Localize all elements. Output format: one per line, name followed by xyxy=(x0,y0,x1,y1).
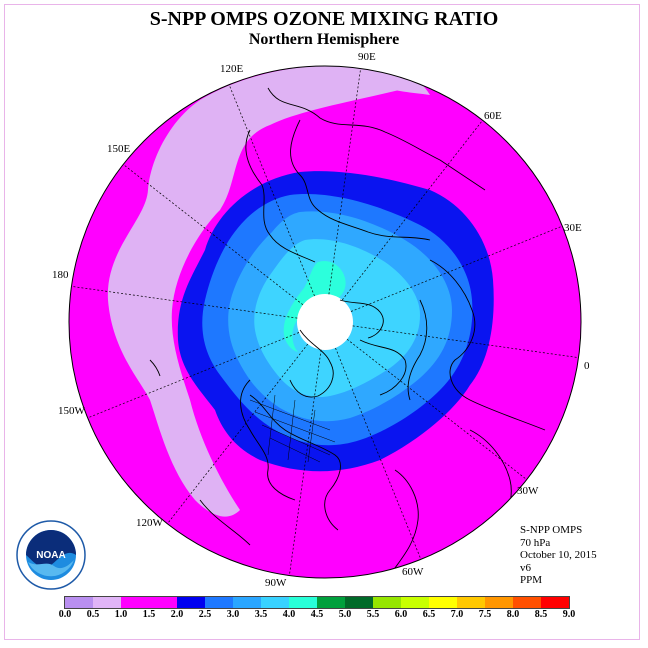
colorbar-swatch xyxy=(373,597,401,608)
lon-label-150w: 150W xyxy=(58,405,85,417)
meridian-line xyxy=(341,120,483,301)
colorbar-swatch xyxy=(65,597,93,608)
noaa-logo-text: NOAA xyxy=(36,550,65,561)
colorbar-swatch xyxy=(513,597,541,608)
polar-void xyxy=(297,294,353,350)
map-title: S-NPP OMPS OZONE MIXING RATIO xyxy=(149,8,499,30)
colorbar-swatch xyxy=(121,597,149,608)
colorbar-tick-label: 1.0 xyxy=(114,609,128,620)
colorbar-tick-label: 2.5 xyxy=(198,609,212,620)
lon-label-150e: 150E xyxy=(107,143,131,155)
meridian-line xyxy=(350,225,563,312)
colorbar-tick-label: 0.5 xyxy=(86,609,100,620)
info-block: S-NPP OMPS 70 hPa October 10, 2015 v6 PP… xyxy=(520,524,597,587)
meridian-line xyxy=(352,325,579,358)
colorbar-tick-label: 5.5 xyxy=(366,609,380,620)
colorbar-swatch xyxy=(401,597,429,608)
lon-label-120w: 120W xyxy=(136,517,163,529)
colorbar-swatch xyxy=(457,597,485,608)
info-level: 70 hPa xyxy=(520,536,551,549)
coastlines xyxy=(149,87,546,576)
globe-outline xyxy=(68,65,582,579)
lon-label-90w: 90W xyxy=(265,577,287,589)
colorbar-swatch xyxy=(429,597,457,608)
map-subtitle: Northern Hemisphere xyxy=(248,31,400,48)
colorbar-swatch xyxy=(233,597,261,608)
colorbar-swatch xyxy=(205,597,233,608)
info-version: v6 xyxy=(520,561,531,574)
meridian-line xyxy=(87,332,300,419)
info-units: PPM xyxy=(520,574,543,586)
colorbar-swatch xyxy=(177,597,205,608)
colorbar-tick-label: 4.5 xyxy=(310,609,324,620)
colorbar-tick-label: 2.0 xyxy=(170,609,184,620)
lon-label-30e: 30E xyxy=(564,222,582,234)
colorbar-swatch xyxy=(93,597,121,608)
colorbar-swatch xyxy=(345,597,373,608)
colorbar-tick-label: 6.5 xyxy=(422,609,436,620)
colorbar-tick-label: 1.5 xyxy=(142,609,156,620)
lon-label-120e: 120E xyxy=(220,63,244,75)
colorbar-tick-label: 5.0 xyxy=(338,609,352,620)
colorbar-swatch xyxy=(541,597,569,608)
colorbar-tick-label: 6.0 xyxy=(394,609,408,620)
lon-label-0: 0 xyxy=(584,360,590,372)
lon-label-60e: 60E xyxy=(484,110,502,122)
meridian-line xyxy=(328,68,361,295)
info-date: October 10, 2015 xyxy=(520,549,597,561)
colorbar-tick-label: 3.0 xyxy=(226,609,240,620)
meridian-line xyxy=(123,164,304,306)
colorbar-tick-label: 7.0 xyxy=(450,609,464,620)
ozone-field xyxy=(69,66,581,578)
colorbar xyxy=(64,596,570,609)
info-instrument: S-NPP OMPS xyxy=(520,524,583,536)
colorbar-swatch xyxy=(149,597,177,608)
us-state-lines xyxy=(249,394,336,463)
lon-label-180: 180 xyxy=(52,269,69,281)
meridian-line xyxy=(335,347,422,560)
lon-label-30w: 30W xyxy=(517,485,539,497)
colorbar-swatch xyxy=(289,597,317,608)
plot-frame xyxy=(4,4,640,640)
colorbar-tick-label: 3.5 xyxy=(254,609,268,620)
colorbar-tick-label: 8.0 xyxy=(506,609,520,620)
meridian-line xyxy=(289,349,322,576)
colorbar-swatch xyxy=(317,597,345,608)
colorbar-tick-label: 4.0 xyxy=(282,609,296,620)
colorbar-tick-label: 7.5 xyxy=(478,609,492,620)
lon-label-60w: 60W xyxy=(402,566,424,578)
lon-label-90e: 90E xyxy=(358,51,376,63)
meridian-line xyxy=(228,84,315,297)
lavender-region xyxy=(107,66,420,517)
colorbar-swatch xyxy=(485,597,513,608)
noaa-logo: NOAA xyxy=(16,520,86,590)
meridian-line xyxy=(71,286,298,319)
colorbar-tick-label: 9.0 xyxy=(562,609,576,620)
meridian-lines xyxy=(71,68,579,576)
colorbar-swatch xyxy=(261,597,289,608)
colorbar-tick-label: 8.5 xyxy=(534,609,548,620)
colorbar-tick-label: 0.0 xyxy=(58,609,72,620)
